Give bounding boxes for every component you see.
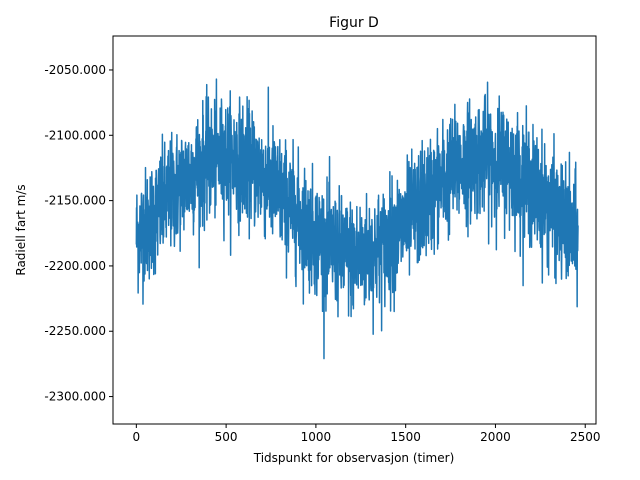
y-axis: -2050.000 -2100.000 -2150.000 -2200.000 -225… [44, 63, 113, 404]
plot-frame [112, 35, 597, 425]
chart-title: Figur D [329, 15, 379, 31]
x-tick-label: 500 [215, 430, 238, 444]
y-tick-label: -2250.000 [44, 324, 106, 338]
y-tick-label: -2200.000 [44, 259, 106, 273]
y-tick-label: -2100.000 [44, 128, 106, 142]
series-line [135, 78, 579, 360]
x-tick-label: 1000 [301, 430, 332, 444]
y-tick-label: -2050.000 [44, 63, 106, 77]
x-tick-label: 2000 [480, 430, 511, 444]
x-axis-label: Tidspunkt for observasjon (timer) [253, 451, 455, 465]
x-tick-label: 2500 [570, 430, 601, 444]
y-axis-label: Radiell fart m/s [14, 184, 28, 275]
x-axis: 0 500 1000 1500 2000 2500 [133, 424, 601, 444]
series-layer [135, 78, 579, 360]
y-tick-label: -2150.000 [44, 194, 106, 208]
x-tick-label: 0 [133, 430, 141, 444]
y-tick-label: -2300.000 [44, 390, 106, 404]
x-tick-label: 1500 [390, 430, 421, 444]
